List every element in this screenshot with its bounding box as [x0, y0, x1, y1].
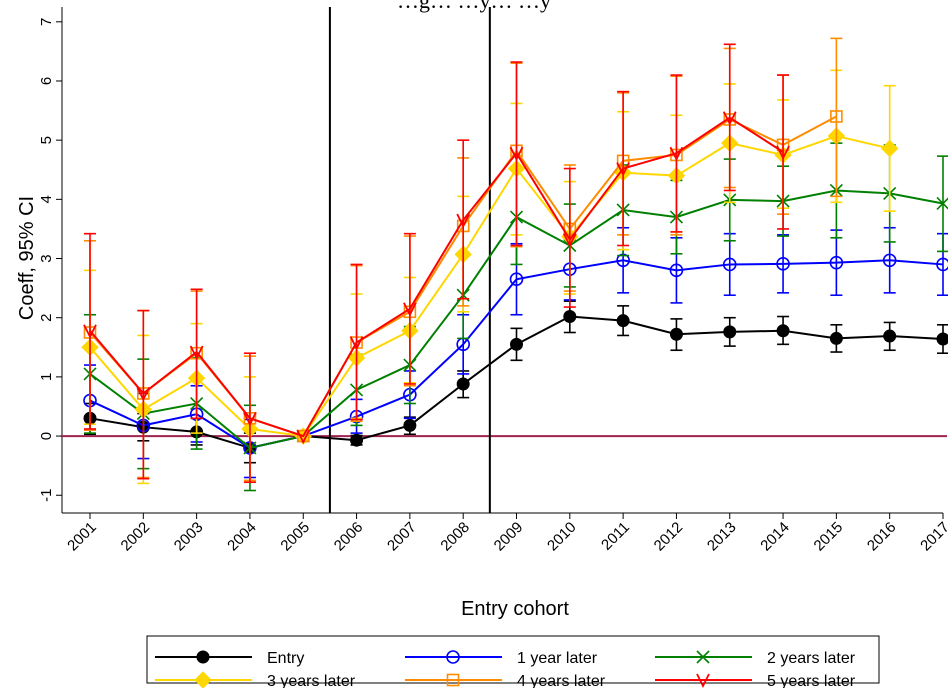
data-point	[723, 325, 737, 339]
legend-label: 1 year later	[517, 650, 598, 667]
data-point	[350, 433, 364, 447]
data-point	[669, 146, 684, 162]
y-axis-title: Coeff, 95% CI	[16, 196, 38, 320]
y-tick-label: 6	[38, 77, 55, 85]
x-tick-label: 2004	[224, 519, 260, 555]
legend-item: Entry	[155, 650, 304, 667]
y-tick-label: 5	[38, 136, 55, 144]
x-tick-label: 2005	[277, 519, 313, 555]
data-point	[883, 329, 897, 343]
x-tick-label: 2017	[917, 519, 948, 555]
data-point	[669, 327, 683, 341]
data-point	[882, 253, 897, 268]
series-group	[83, 300, 948, 464]
data-point	[616, 162, 630, 177]
y-axis: -1 0 1 2 3 4 5 6 7	[38, 18, 62, 502]
data-point	[696, 673, 710, 688]
data-point	[563, 310, 577, 324]
legend-box	[146, 635, 880, 684]
data-point	[446, 673, 460, 687]
x-tick-label: 2016	[864, 519, 900, 555]
data-point	[243, 411, 257, 427]
x-tick-label: 2013	[704, 519, 740, 555]
x-tick-label: 2014	[757, 519, 793, 555]
x-tick-label: 2015	[811, 519, 847, 555]
data-point	[456, 213, 470, 229]
data-point	[403, 418, 417, 432]
data-point	[616, 314, 630, 328]
data-point	[936, 196, 948, 211]
data-point	[776, 145, 790, 161]
x-tick-label: 2009	[491, 519, 527, 555]
x-tick-label: 2012	[651, 519, 687, 555]
data-point	[830, 110, 843, 123]
data-point	[829, 331, 843, 345]
legend-label: 5 years later	[767, 673, 856, 688]
series-line	[89, 134, 890, 438]
chart-title: …g… …y… …y	[397, 0, 551, 13]
x-tick-label: 2001	[64, 519, 100, 555]
legend-item: 4 years later	[405, 673, 606, 688]
series-layer	[81, 37, 948, 492]
x-tick-label: 2010	[544, 519, 580, 555]
x-tick-label: 2011	[598, 519, 633, 554]
data-point	[829, 255, 844, 270]
data-point	[696, 650, 710, 664]
data-point	[349, 336, 364, 351]
data-point	[880, 139, 899, 158]
y-tick-label: 1	[38, 373, 55, 381]
data-point	[446, 650, 460, 664]
legend-label: 4 years later	[517, 673, 606, 688]
y-tick-label: 3	[38, 254, 55, 262]
legend-item: 1 year later	[405, 650, 598, 667]
legend-item: 5 years later	[655, 673, 856, 688]
plot-area	[61, 7, 943, 514]
data-point-stroke	[696, 650, 710, 664]
data-point	[936, 332, 948, 346]
legend: Entry 1 year later 2 years later 3 years la…	[146, 635, 880, 688]
series-group	[83, 43, 790, 484]
data-point-stroke	[936, 197, 948, 211]
data-point	[189, 345, 204, 361]
y-tick-label: 2	[38, 314, 55, 322]
x-tick-label: 2003	[171, 519, 207, 555]
x-tick-label: 2002	[118, 519, 154, 555]
x-tick-label: 2006	[331, 519, 367, 555]
data-point	[83, 324, 97, 339]
x-tick-label: 2007	[384, 519, 420, 555]
data-point	[509, 272, 524, 287]
error-bar	[190, 288, 203, 420]
data-point	[722, 111, 737, 126]
y-tick-label: 4	[38, 195, 55, 203]
legend-label: Entry	[267, 650, 304, 667]
data-point	[722, 257, 737, 272]
data-point	[509, 146, 524, 162]
legend-item: 3 years later	[155, 671, 356, 688]
data-point	[403, 302, 417, 317]
data-point	[196, 650, 210, 664]
y-tick-label: -1	[38, 489, 55, 502]
y-tick-label: 7	[38, 18, 55, 26]
data-point	[776, 324, 790, 338]
data-point	[669, 263, 684, 278]
data-point	[563, 233, 577, 248]
legend-label: 3 years later	[267, 673, 356, 688]
data-point	[936, 257, 948, 272]
legend-label: 2 years later	[767, 650, 856, 667]
y-tick-label: 0	[38, 432, 55, 440]
x-axis: 2001 2002 2003 2004 2005 2006 2007 2008 2009 2010…	[64, 513, 948, 554]
series-line	[89, 259, 944, 449]
data-point	[776, 257, 790, 271]
x-axis-title: Entry cohort	[461, 598, 569, 620]
data-point	[456, 377, 470, 391]
data-point	[194, 671, 212, 688]
x-tick-label: 2008	[437, 519, 473, 555]
series-line	[89, 116, 784, 438]
legend-item: 2 years later	[655, 650, 856, 667]
data-point	[136, 387, 151, 402]
data-point	[510, 337, 523, 351]
data-point	[296, 429, 311, 445]
